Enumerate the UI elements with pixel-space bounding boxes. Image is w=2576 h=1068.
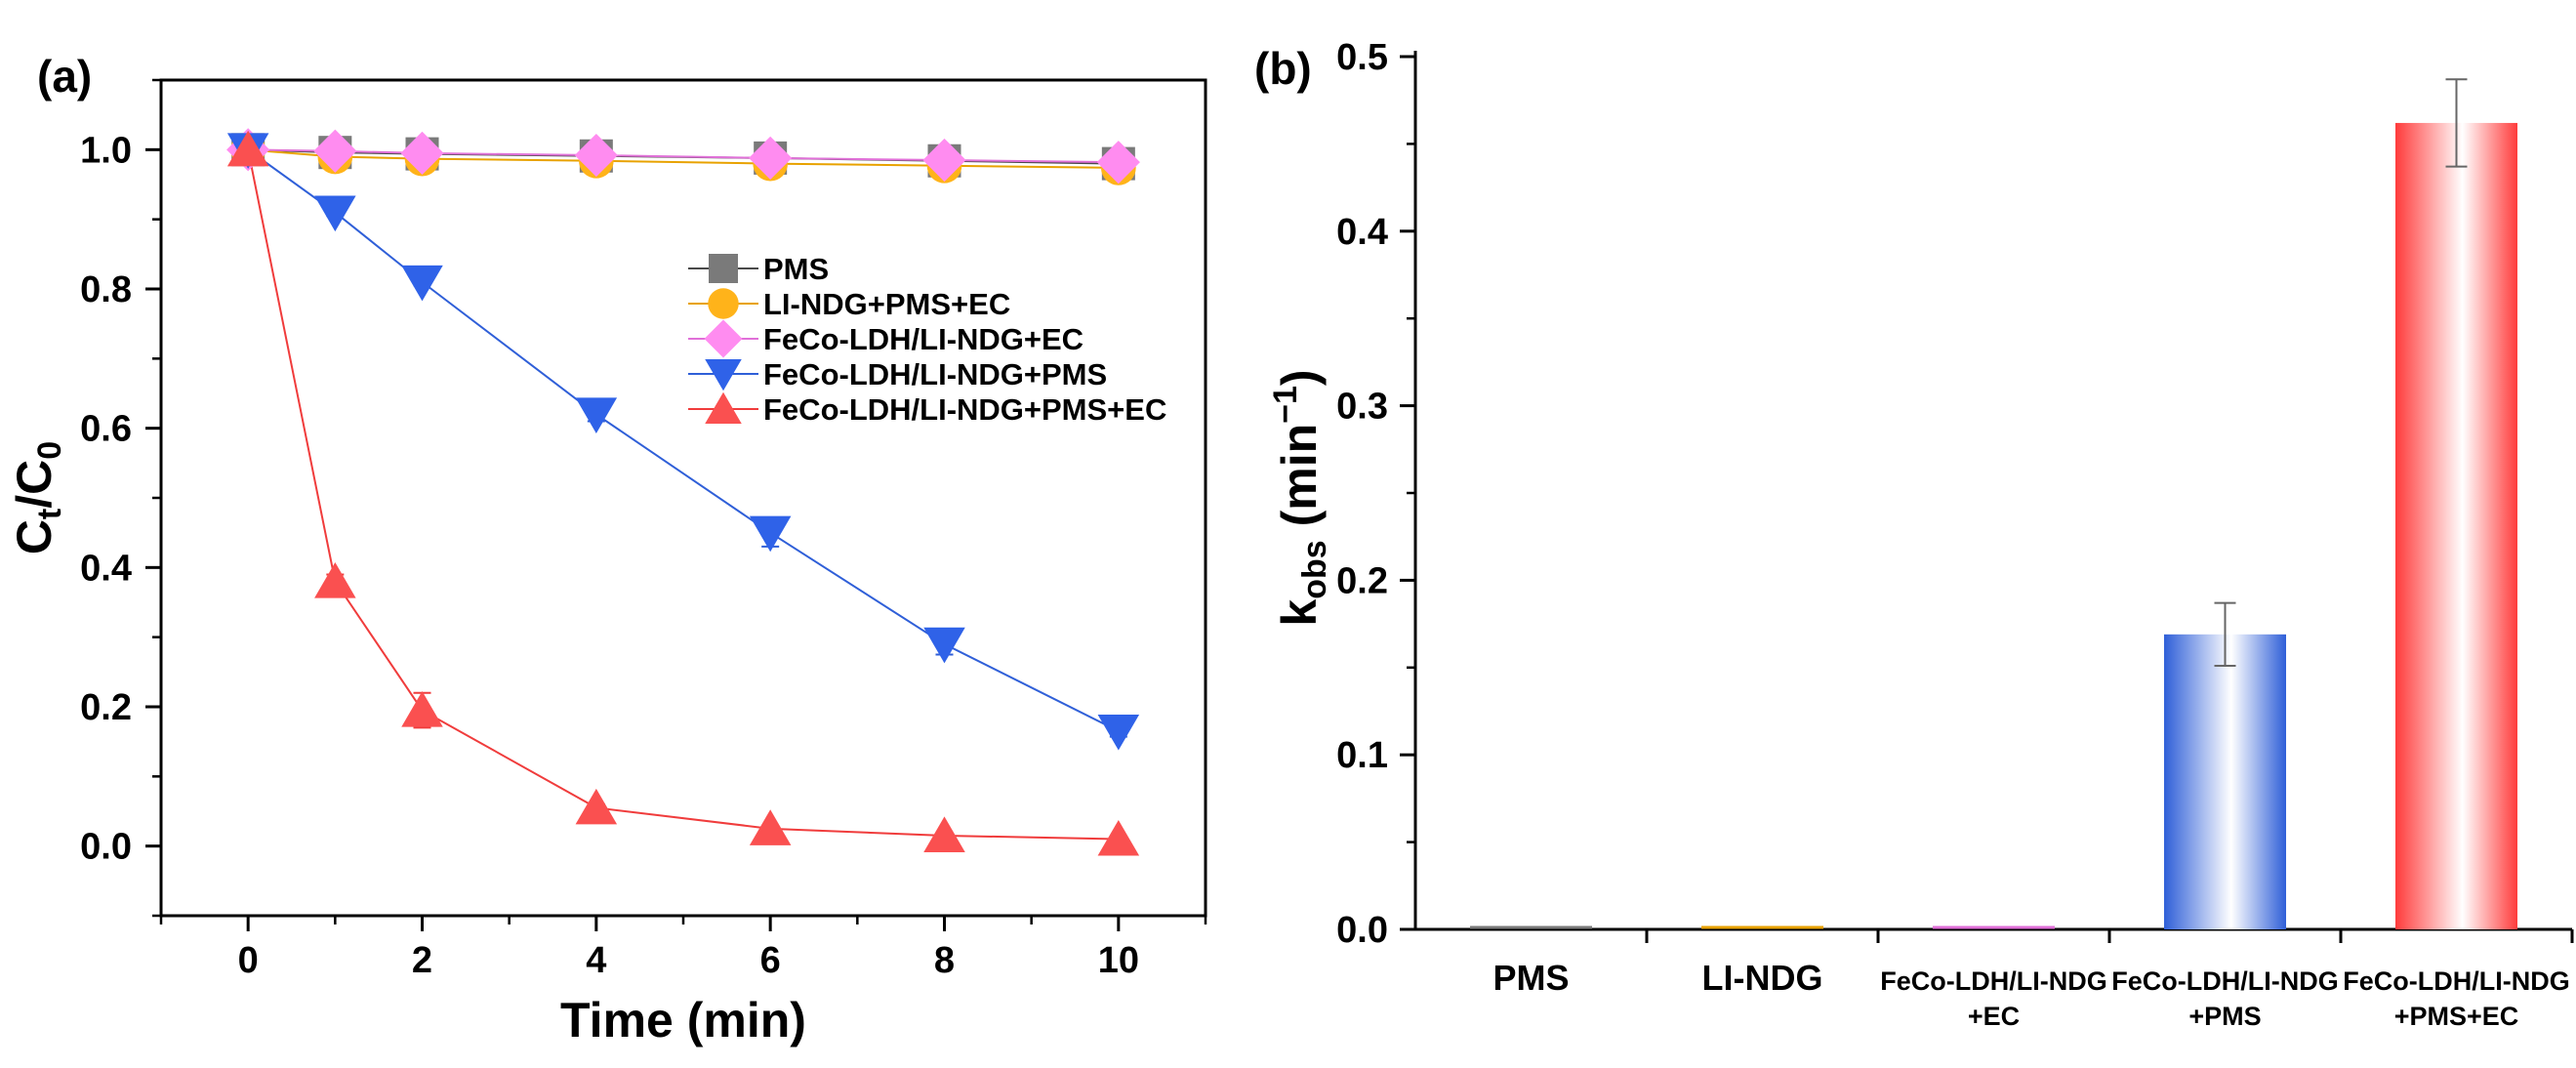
- panel-a-data-point: [922, 138, 966, 183]
- panel-a-data-point: [313, 129, 357, 173]
- panel-a-data-point: [575, 397, 618, 433]
- panel-b-category-label: FeCo-LDH/LI-NDG: [2111, 966, 2338, 996]
- panel-a-data-point: [401, 265, 443, 302]
- legend-marker: [705, 391, 742, 424]
- panel-a-line-chart: (a) 0 2 4 6 8 10 0.0 0.2 0.4 0.6 0.8 1.0 Time (min)…: [7, 51, 1207, 1047]
- panel-a-data-point: [226, 130, 269, 167]
- panel-a-series-line: [248, 148, 1119, 164]
- panel-a-x-tick-label: 2: [412, 940, 432, 981]
- panel-b-y-tick-label: 0.0: [1336, 910, 1388, 951]
- panel-a-data-point: [314, 195, 356, 232]
- legend-label: FeCo-LDH/LI-NDG+EC: [763, 322, 1084, 356]
- panel-a-y-tick-label: 0.4: [80, 548, 132, 589]
- panel-a-data-point: [749, 809, 792, 845]
- panel-b-bar: [2395, 122, 2517, 930]
- panel-a-y-tick-label: 0.6: [80, 409, 132, 450]
- panel-b-category-label: FeCo-LDH/LI-NDG: [2343, 966, 2569, 996]
- legend-marker: [708, 288, 739, 319]
- panel-a-x-tick-label: 0: [238, 940, 259, 981]
- panel-a-data-point: [575, 788, 618, 825]
- panel-a-y-tick-label: 0.0: [80, 827, 132, 868]
- panel-b-y-tick-label: 0.5: [1336, 37, 1388, 78]
- panel-a-data-point: [1097, 714, 1140, 751]
- panel-a-data-point: [1096, 141, 1140, 185]
- panel-a-label: (a): [37, 51, 92, 102]
- legend-marker: [705, 359, 742, 391]
- legend-label: LI-NDG+PMS+EC: [763, 287, 1010, 321]
- panel-a-x-tick-label: 6: [760, 940, 781, 981]
- legend-label: FeCo-LDH/LI-NDG+PMS+EC: [763, 392, 1166, 427]
- panel-a-data-point: [401, 691, 443, 727]
- legend-marker: [704, 319, 743, 358]
- panel-a-y-tick-label: 1.0: [80, 130, 132, 171]
- legend-label: FeCo-LDH/LI-NDG+PMS: [763, 357, 1107, 391]
- panel-b-category-label: LI-NDG: [1702, 958, 1823, 998]
- panel-a-data-point: [923, 627, 965, 664]
- panel-b-y-tick-label: 0.1: [1336, 735, 1388, 776]
- panel-b-y-axis-title: kobs (min−1): [1267, 369, 1333, 626]
- panel-a-y-tick-label: 0.8: [80, 269, 132, 310]
- panel-b-bar-chart: (b) 0.0 0.1 0.2 0.3 0.4 0.5 PMS LI-NDG FeCo-LDH…: [1254, 37, 2574, 1031]
- panel-b-category-label: PMS: [1492, 958, 1569, 998]
- panel-b-category-label: +PMS: [2188, 1002, 2261, 1031]
- legend-marker: [709, 254, 738, 283]
- panel-a-series-line: [247, 148, 1120, 732]
- panel-a-x-axis-title: Time (min): [560, 993, 806, 1047]
- panel-a-x-tick-label: 10: [1098, 940, 1139, 981]
- panel-b-y-tick-label: 0.4: [1336, 212, 1388, 253]
- panel-b-y-tick-label: 0.2: [1336, 560, 1388, 601]
- panel-a-x-tick-label: 4: [586, 940, 606, 981]
- panel-a-series-line: [247, 149, 1119, 841]
- panel-a-data-point: [1097, 819, 1140, 856]
- panel-a-data-point: [749, 515, 792, 553]
- panel-b-bar: [2164, 634, 2286, 929]
- legend-label: PMS: [763, 252, 829, 286]
- panel-a-y-tick-label: 0.2: [80, 687, 132, 728]
- panel-a-data-point: [574, 133, 618, 178]
- panel-a-legend: PMSLI-NDG+PMS+ECFeCo-LDH/LI-NDG+ECFeCo-L…: [688, 252, 1166, 427]
- panel-a-data-point: [749, 136, 793, 180]
- panel-b-category-label: +EC: [1968, 1002, 2020, 1031]
- panel-a-data-point: [314, 562, 356, 598]
- panel-a-x-tick-label: 8: [934, 940, 955, 981]
- panel-b-category-label: FeCo-LDH/LI-NDG: [1880, 966, 2106, 996]
- panel-b-label: (b): [1254, 43, 1312, 94]
- panel-a-y-axis-title: Ct/C0: [7, 441, 68, 555]
- panel-a-data-point: [400, 131, 444, 175]
- panel-b-category-label: +PMS+EC: [2394, 1002, 2519, 1031]
- panel-b-y-tick-label: 0.3: [1336, 387, 1388, 428]
- panel-a-data-point: [923, 816, 965, 852]
